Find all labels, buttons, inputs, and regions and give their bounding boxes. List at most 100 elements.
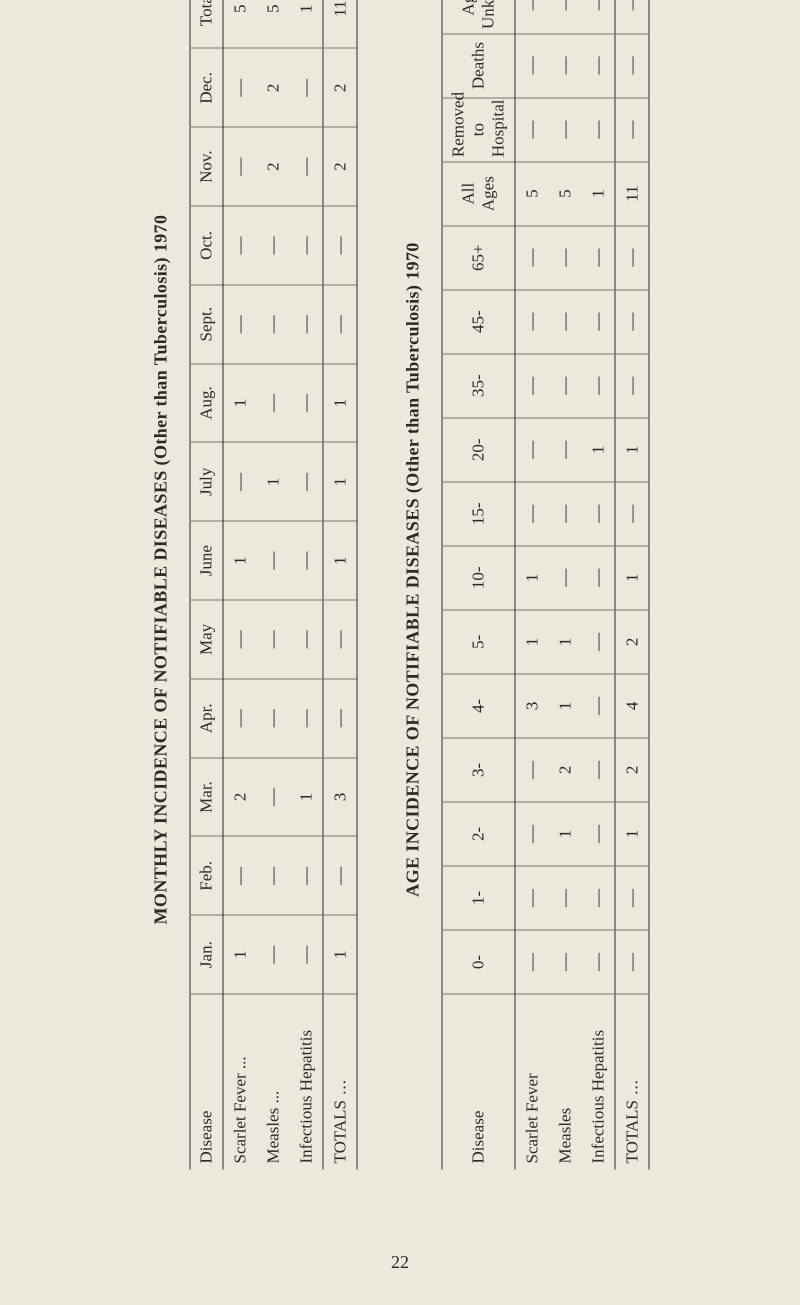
table-row: Measles——1211——————5——— <box>549 0 582 1170</box>
col-month: Jan. <box>190 915 223 994</box>
table1: Disease Jan. Feb. Mar. Apr. May June Jul… <box>190 0 358 1170</box>
totals-cell: — <box>615 0 649 34</box>
cell-value: — <box>223 285 257 364</box>
table1-col-disease: Disease <box>190 994 223 1170</box>
col-month: Apr. <box>190 679 223 758</box>
totals-cell: — <box>615 866 649 930</box>
cell-value: 5 <box>549 162 582 226</box>
col-month: June <box>190 521 223 600</box>
cell-value: 2 <box>257 127 290 206</box>
col-month: July <box>190 442 223 521</box>
col-age: 0- <box>442 930 515 994</box>
cell-value: — <box>257 521 290 600</box>
cell-value: — <box>582 354 616 418</box>
cell-value: — <box>257 915 290 994</box>
totals-cell: 2 <box>615 738 649 802</box>
table-row: Scarlet Fever————311—————5——— <box>515 0 549 1170</box>
col-age: 10- <box>442 546 515 610</box>
cell-value: — <box>549 0 582 34</box>
cell-value: 2 <box>223 758 257 837</box>
col-age: 3- <box>442 738 515 802</box>
cell-value: — <box>290 206 324 285</box>
cell-value: — <box>290 48 324 127</box>
col-age: 35- <box>442 354 515 418</box>
col-month: Feb. <box>190 836 223 915</box>
col-month: May <box>190 600 223 679</box>
cell-value: — <box>257 364 290 443</box>
cell-value: — <box>549 482 582 546</box>
cell-value: — <box>290 285 324 364</box>
totals-label: TOTALS <box>323 994 357 1170</box>
cell-value: 1 <box>549 674 582 738</box>
cell-value: 1 <box>290 758 324 837</box>
cell-value: 1 <box>223 521 257 600</box>
cell-value: — <box>515 738 549 802</box>
col-deaths: Deaths <box>442 34 515 98</box>
table-row: Scarlet Fever ...1—2——1—1————5 <box>223 0 257 1170</box>
totals-cell: — <box>323 679 357 758</box>
cell-value: — <box>515 34 549 98</box>
cell-value: 1 <box>549 802 582 866</box>
cell-value: — <box>515 0 549 34</box>
totals-cell: 11 <box>323 0 357 48</box>
col-age: 2- <box>442 802 515 866</box>
cell-value: — <box>549 226 582 290</box>
cell-value: — <box>549 98 582 162</box>
age-incidence-table: AGE INCIDENCE OF NOTIFIABLE DISEASES (Ot… <box>403 0 650 1170</box>
totals-cell: — <box>615 482 649 546</box>
cell-value: — <box>290 364 324 443</box>
cell-value: — <box>549 546 582 610</box>
cell-value: — <box>549 418 582 482</box>
totals-cell: — <box>615 98 649 162</box>
totals-cell: — <box>615 34 649 98</box>
col-age: 15- <box>442 482 515 546</box>
cell-value: — <box>257 600 290 679</box>
cell-value: — <box>223 679 257 758</box>
cell-value: — <box>290 679 324 758</box>
totals-cell: 1 <box>323 364 357 443</box>
cell-value: 1 <box>582 162 616 226</box>
table-row: Measles ...——————1———225 <box>257 0 290 1170</box>
cell-value: — <box>549 930 582 994</box>
totals-cell: 1 <box>615 418 649 482</box>
table-row: Infectious Hepatitis————————1———1——— <box>582 0 616 1170</box>
cell-value: 2 <box>257 48 290 127</box>
totals-cell: 3 <box>323 758 357 837</box>
col-age: 45- <box>442 290 515 354</box>
monthly-incidence-table: MONTHLY INCIDENCE OF NOTIFIABLE DISEASES… <box>151 0 358 1170</box>
disease-label: Infectious Hepatitis <box>290 994 324 1170</box>
cell-value: — <box>257 758 290 837</box>
cell-value: 1 <box>582 418 616 482</box>
cell-value: — <box>257 285 290 364</box>
cell-value: — <box>290 600 324 679</box>
disease-label: Infectious Hepatitis <box>582 994 616 1170</box>
cell-value: 1 <box>257 442 290 521</box>
disease-label: Measles ... <box>257 994 290 1170</box>
cell-value: — <box>549 354 582 418</box>
totals-cell: 2 <box>615 610 649 674</box>
totals-cell: 11 <box>615 162 649 226</box>
totals-label: TOTALS <box>615 994 649 1170</box>
cell-value: — <box>515 418 549 482</box>
table2: Disease 0- 1- 2- 3- 4- 5- 10- 15- 20- 35… <box>442 0 650 1170</box>
cell-value: — <box>290 127 324 206</box>
totals-cell: — <box>615 290 649 354</box>
cell-value: 5 <box>257 0 290 48</box>
cell-value: — <box>290 521 324 600</box>
totals-cell: 1 <box>615 546 649 610</box>
cell-value: 1 <box>515 546 549 610</box>
cell-value: — <box>515 226 549 290</box>
totals-cell: — <box>323 206 357 285</box>
col-age: 65+ <box>442 226 515 290</box>
cell-value: — <box>290 442 324 521</box>
cell-value: 3 <box>515 674 549 738</box>
cell-value: — <box>223 48 257 127</box>
cell-value: — <box>223 600 257 679</box>
cell-value: — <box>582 674 616 738</box>
table2-title: AGE INCIDENCE OF NOTIFIABLE DISEASES (Ot… <box>403 0 424 1170</box>
col-age: 1- <box>442 866 515 930</box>
cell-value: — <box>582 546 616 610</box>
cell-value: 1 <box>290 0 324 48</box>
page-number: 22 <box>0 1252 800 1273</box>
cell-value: — <box>515 802 549 866</box>
